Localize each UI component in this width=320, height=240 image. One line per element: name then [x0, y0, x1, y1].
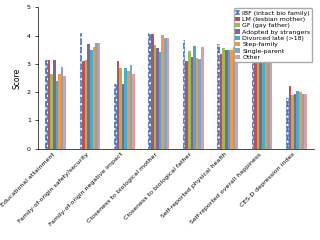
Bar [98, 43, 100, 149]
Bar [254, 40, 257, 149]
Bar [87, 44, 90, 149]
Bar [92, 47, 95, 149]
Bar [85, 60, 87, 149]
Y-axis label: Score: Score [12, 67, 21, 89]
Bar [186, 61, 188, 149]
Bar [225, 50, 228, 149]
Bar [61, 67, 63, 149]
Bar [193, 46, 196, 149]
Bar [156, 48, 159, 149]
Bar [80, 33, 82, 149]
Bar [114, 84, 117, 149]
Bar [286, 98, 289, 149]
Bar [201, 47, 204, 149]
Bar [117, 61, 119, 149]
Bar [132, 74, 135, 149]
Bar [294, 94, 296, 149]
Bar [270, 38, 272, 149]
Bar [161, 35, 164, 149]
Bar [122, 84, 124, 149]
Bar [220, 54, 222, 149]
Bar [124, 68, 127, 149]
Bar [252, 41, 254, 149]
Bar [119, 68, 122, 149]
Bar [95, 43, 98, 149]
Bar [257, 40, 260, 149]
Bar [127, 71, 130, 149]
Bar [159, 52, 161, 149]
Bar [130, 65, 132, 149]
Bar [151, 34, 154, 149]
Bar [304, 94, 307, 149]
Bar [289, 86, 291, 149]
Bar [148, 33, 151, 149]
Bar [235, 52, 238, 149]
Bar [217, 44, 220, 149]
Legend: IBF (intact bio family), LM (lesbian mother), GF (gay father), Adopted by strang: IBF (intact bio family), LM (lesbian mot… [234, 8, 312, 62]
Bar [301, 94, 304, 149]
Bar [63, 76, 66, 149]
Bar [198, 59, 201, 149]
Bar [53, 60, 56, 149]
Bar [154, 45, 156, 149]
Bar [56, 81, 58, 149]
Bar [296, 91, 299, 149]
Bar [188, 51, 191, 149]
Bar [166, 38, 169, 149]
Bar [267, 39, 270, 149]
Bar [262, 40, 265, 149]
Bar [183, 40, 186, 149]
Bar [196, 58, 198, 149]
Bar [82, 61, 85, 149]
Bar [233, 47, 235, 149]
Bar [48, 60, 51, 149]
Bar [164, 38, 166, 149]
Bar [222, 48, 225, 149]
Bar [230, 50, 233, 149]
Bar [45, 60, 48, 149]
Bar [291, 95, 294, 149]
Bar [191, 57, 193, 149]
Bar [299, 92, 301, 149]
Bar [90, 50, 92, 149]
Bar [265, 38, 267, 149]
Bar [228, 50, 230, 149]
Bar [58, 74, 61, 149]
Bar [51, 74, 53, 149]
Bar [260, 38, 262, 149]
